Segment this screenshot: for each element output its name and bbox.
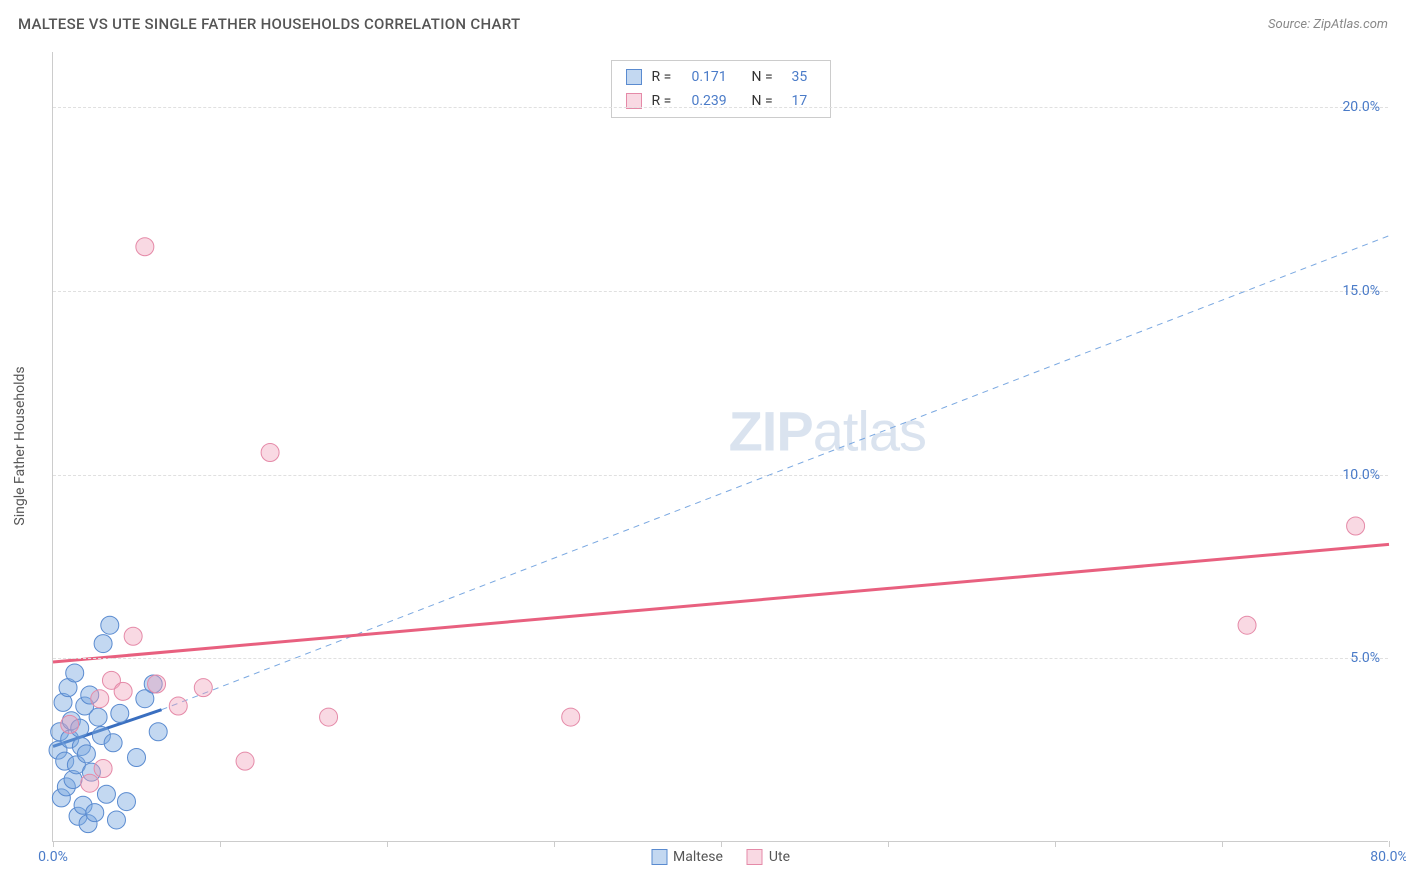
- chart-title: MALTESE VS UTE SINGLE FATHER HOUSEHOLDS …: [18, 15, 520, 33]
- data-point: [101, 616, 119, 634]
- legend-label: Ute: [769, 849, 790, 865]
- trend-line: [53, 544, 1389, 662]
- x-tick-label: 80.0%: [1370, 849, 1406, 865]
- bottom-legend-item: Ute: [747, 849, 790, 865]
- legend-n-value: 35: [792, 69, 816, 85]
- data-point: [124, 627, 142, 645]
- data-point: [107, 811, 125, 829]
- data-point: [91, 690, 109, 708]
- data-point: [89, 708, 107, 726]
- data-point: [77, 745, 95, 763]
- legend-label: Maltese: [673, 849, 723, 865]
- data-point: [97, 785, 115, 803]
- legend-row: R =0.239N =17: [626, 89, 816, 113]
- data-point: [1347, 517, 1365, 535]
- data-point: [61, 715, 79, 733]
- data-point: [136, 238, 154, 256]
- grid-line: [53, 475, 1388, 476]
- y-tick-label: 5.0%: [1350, 650, 1380, 666]
- legend-swatch: [626, 69, 642, 85]
- data-point: [149, 723, 167, 741]
- data-point: [236, 752, 254, 770]
- chart-svg: [53, 52, 1388, 841]
- chart-source: Source: ZipAtlas.com: [1268, 17, 1388, 32]
- data-point: [86, 804, 104, 822]
- x-tick: [1389, 841, 1390, 847]
- bottom-legend: Maltese Ute: [651, 849, 790, 865]
- data-point: [114, 682, 132, 700]
- x-tick-label: 0.0%: [38, 849, 68, 865]
- y-axis-title: Single Father Households: [12, 366, 28, 525]
- legend-n-label: N =: [752, 69, 782, 85]
- x-tick: [721, 841, 722, 847]
- data-point: [169, 697, 187, 715]
- data-point: [320, 708, 338, 726]
- x-tick: [554, 841, 555, 847]
- grid-line: [53, 291, 1388, 292]
- legend-row: R = 0.171 N = 35: [626, 65, 816, 89]
- data-point: [104, 734, 122, 752]
- grid-line: [53, 107, 1388, 108]
- data-point: [261, 444, 279, 462]
- data-point: [194, 679, 212, 697]
- x-tick: [1055, 841, 1056, 847]
- data-point: [111, 704, 129, 722]
- grid-line: [53, 658, 1388, 659]
- data-point: [94, 760, 112, 778]
- x-tick: [888, 841, 889, 847]
- y-tick-label: 20.0%: [1342, 99, 1380, 115]
- legend-swatch: [651, 849, 667, 865]
- legend-box: R = 0.171 N = 35 R =0.239N =17: [611, 60, 831, 118]
- data-point: [562, 708, 580, 726]
- y-tick-label: 15.0%: [1342, 283, 1380, 299]
- legend-swatch: [747, 849, 763, 865]
- legend-r-label: R =: [652, 69, 682, 85]
- data-point: [94, 635, 112, 653]
- x-tick: [1222, 841, 1223, 847]
- plot-area: ZIPatlas R =0.171N =35R =0.239N =17 Malt…: [52, 52, 1388, 842]
- x-tick: [387, 841, 388, 847]
- data-point: [128, 748, 146, 766]
- x-tick: [53, 841, 54, 847]
- trend-extension: [162, 236, 1389, 710]
- data-point: [148, 675, 166, 693]
- chart-header: MALTESE VS UTE SINGLE FATHER HOUSEHOLDS …: [0, 0, 1406, 40]
- data-point: [66, 664, 84, 682]
- data-point: [117, 793, 135, 811]
- data-point: [1238, 616, 1256, 634]
- bottom-legend-item: Maltese: [651, 849, 723, 865]
- data-point: [81, 774, 99, 792]
- legend-r-value: 0.171: [692, 69, 742, 85]
- y-tick-label: 10.0%: [1342, 467, 1380, 483]
- x-tick: [220, 841, 221, 847]
